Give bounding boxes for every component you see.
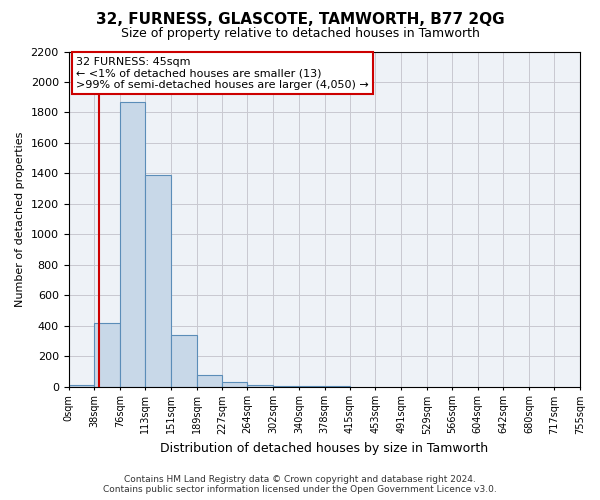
X-axis label: Distribution of detached houses by size in Tamworth: Distribution of detached houses by size …: [160, 442, 488, 455]
Text: 32, FURNESS, GLASCOTE, TAMWORTH, B77 2QG: 32, FURNESS, GLASCOTE, TAMWORTH, B77 2QG: [95, 12, 505, 28]
Y-axis label: Number of detached properties: Number of detached properties: [15, 132, 25, 306]
Bar: [197, 375, 223, 386]
Bar: [247, 385, 273, 386]
Text: Size of property relative to detached houses in Tamworth: Size of property relative to detached ho…: [121, 28, 479, 40]
Bar: [223, 382, 247, 386]
Text: 32 FURNESS: 45sqm
← <1% of detached houses are smaller (13)
>99% of semi-detache: 32 FURNESS: 45sqm ← <1% of detached hous…: [76, 56, 369, 90]
Bar: [120, 102, 145, 387]
Bar: [94, 322, 120, 386]
Text: Contains HM Land Registry data © Crown copyright and database right 2024.
Contai: Contains HM Land Registry data © Crown c…: [103, 474, 497, 494]
Bar: [171, 335, 197, 386]
Bar: [68, 384, 94, 386]
Bar: [145, 175, 171, 386]
